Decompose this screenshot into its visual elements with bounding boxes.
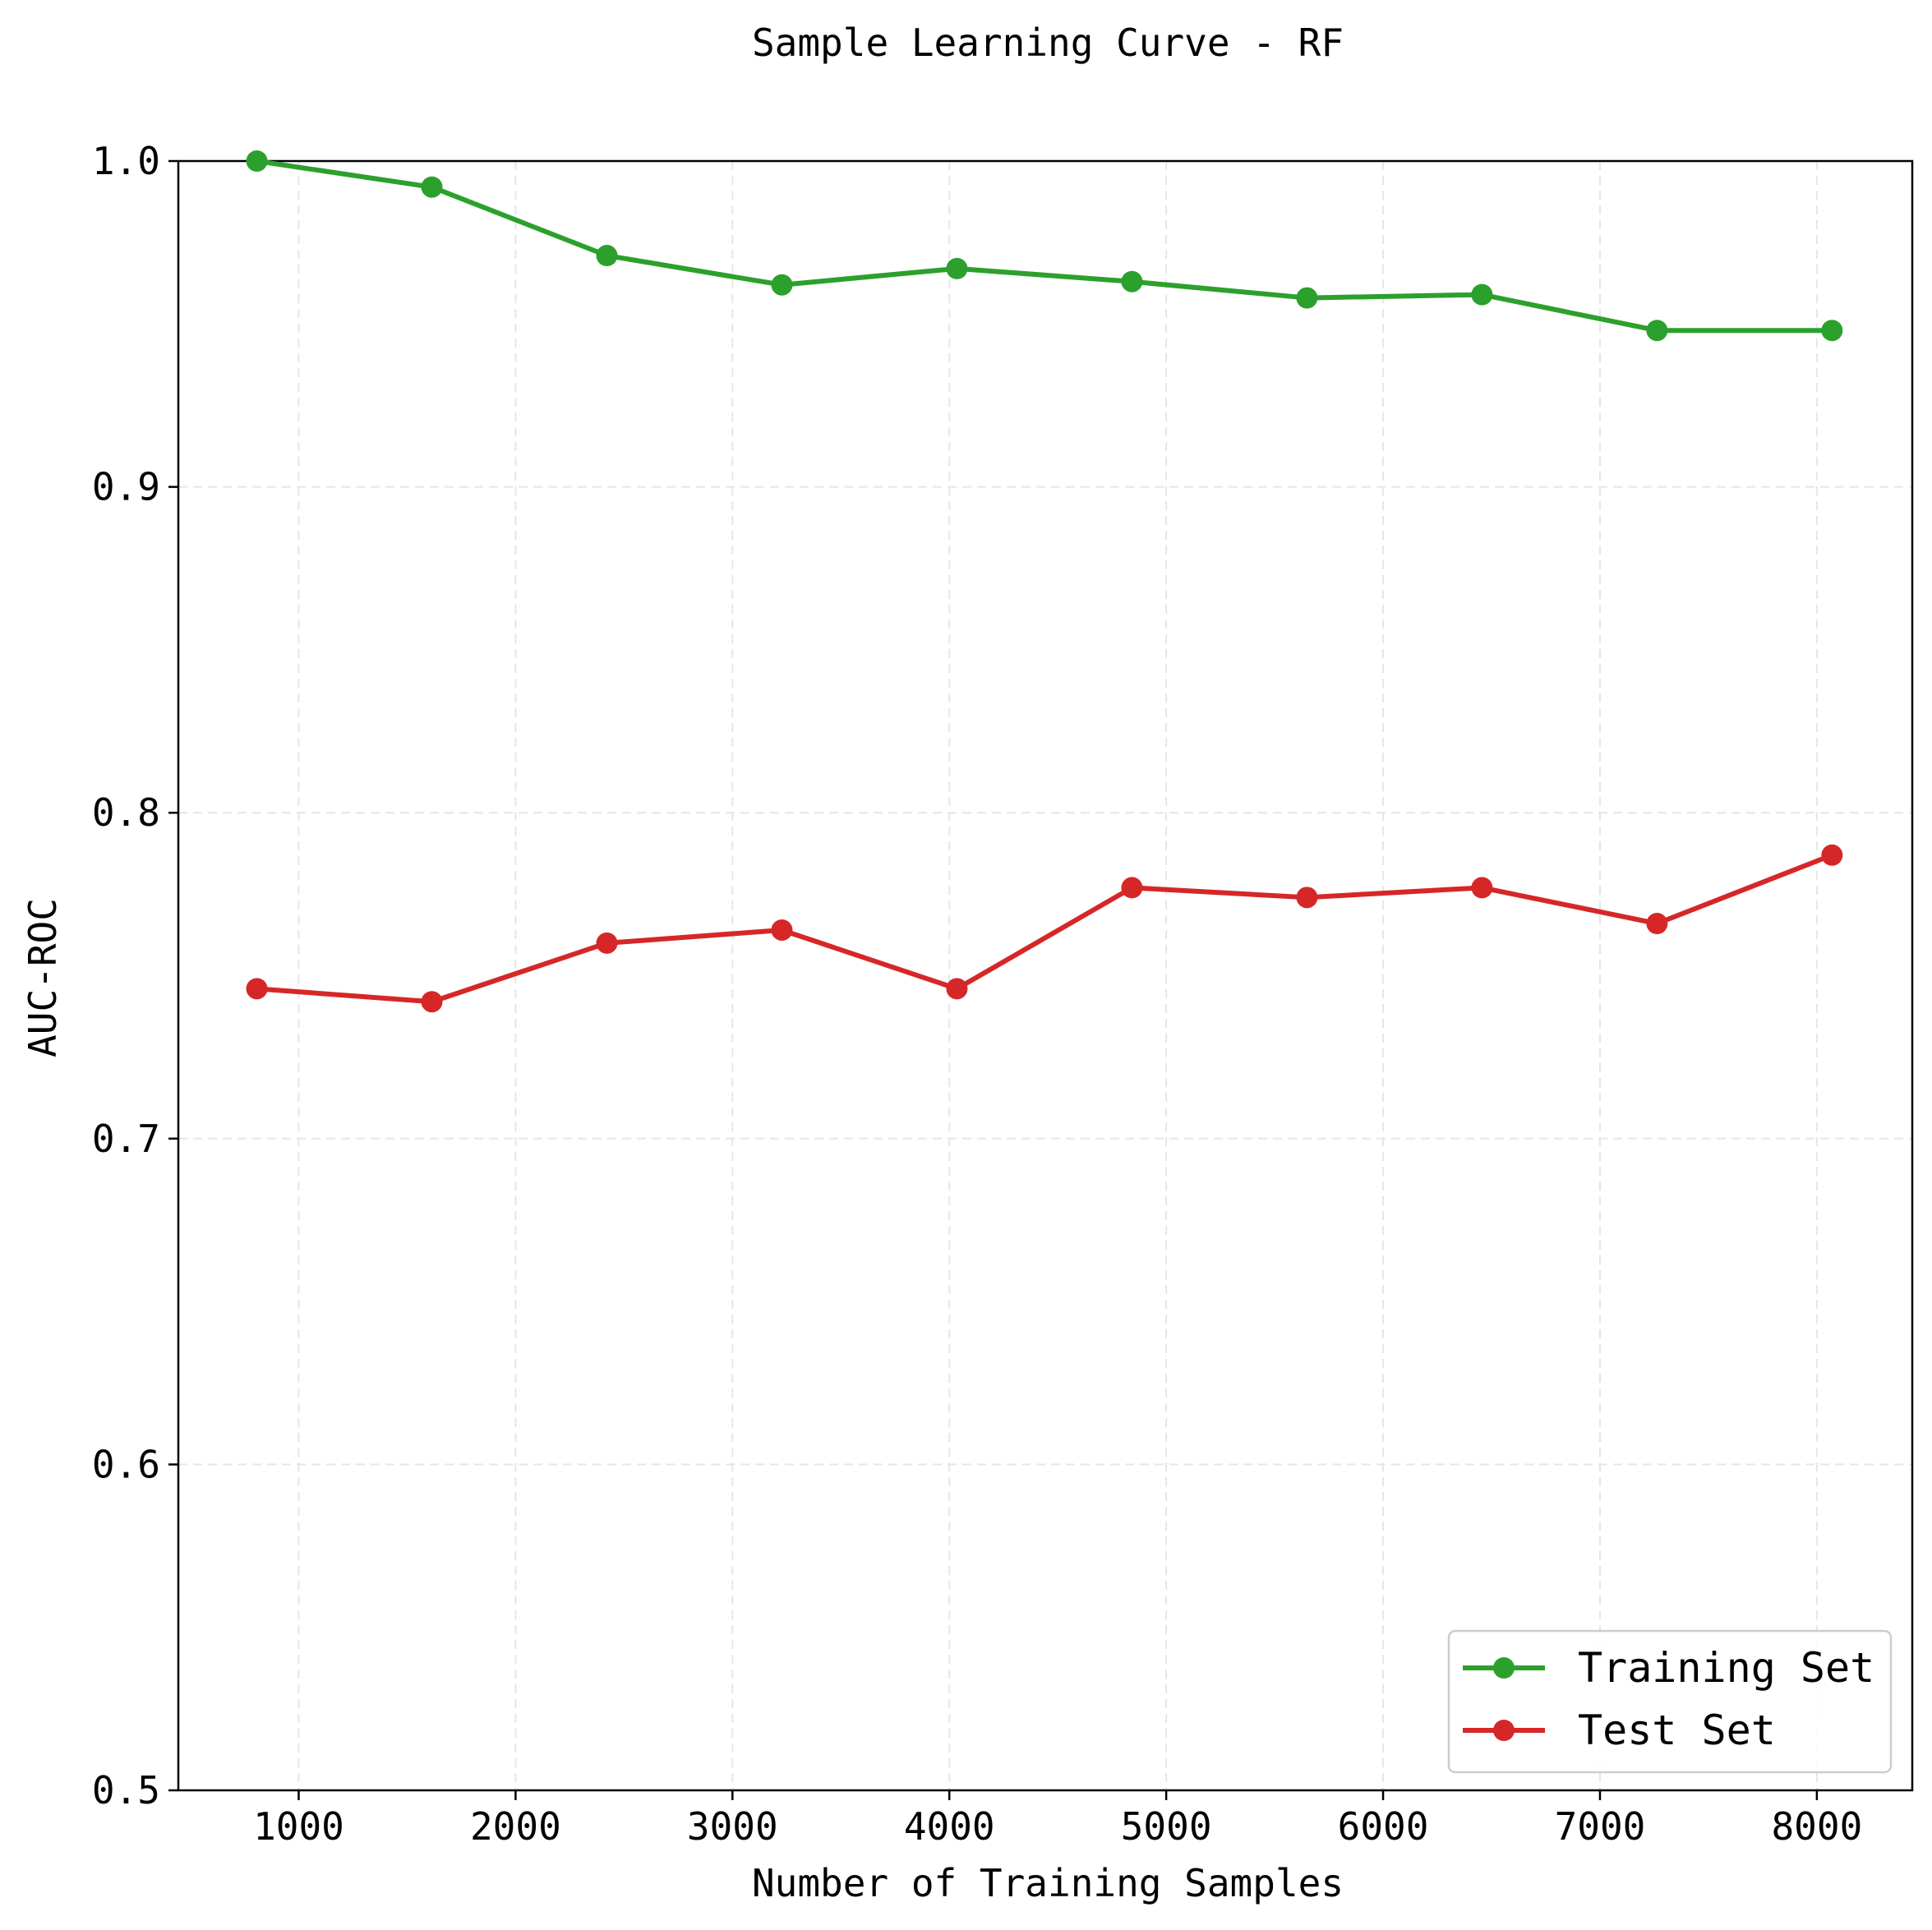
data-point	[1121, 270, 1143, 292]
data-point	[421, 176, 443, 198]
data-point	[1646, 320, 1668, 342]
x-tick-label: 4000	[904, 1804, 995, 1849]
data-point	[1821, 320, 1843, 342]
data-point	[596, 245, 618, 267]
legend-box	[1447, 1629, 1893, 1774]
legend-swatch-marker	[1493, 1657, 1515, 1679]
data-point	[1471, 283, 1493, 306]
y-tick-label: 0.9	[92, 465, 160, 509]
x-tick-label: 2000	[470, 1804, 561, 1849]
legend-entry: Test Set	[1463, 1707, 1776, 1754]
series-line	[256, 852, 1833, 1005]
data-point	[1296, 287, 1318, 309]
y-tick-label: 0.6	[92, 1442, 160, 1486]
data-point	[946, 257, 968, 279]
data-point	[246, 150, 268, 172]
x-tick-label: 7000	[1555, 1804, 1646, 1849]
grid-lines	[178, 161, 1912, 1790]
data-series	[246, 150, 1843, 1013]
plot-frame	[177, 159, 1914, 1792]
axes	[177, 159, 1914, 1792]
series-line	[256, 159, 1833, 334]
y-tick-label: 0.7	[92, 1117, 160, 1161]
x-axis-ticks: 1000 2000 3000 4000 5000 6000 7000 8000	[253, 1790, 1862, 1849]
y-axis-ticks: 0.5 0.6 0.7 0.8 0.9 1.0	[92, 139, 178, 1813]
legend-label: Test Set	[1578, 1707, 1776, 1754]
y-tick-label: 1.0	[92, 139, 160, 183]
legend: Training Set Test Set	[1447, 1629, 1893, 1774]
x-tick-label: 8000	[1771, 1804, 1862, 1849]
data-point	[946, 978, 968, 1000]
legend-swatch-marker	[1493, 1720, 1515, 1741]
data-point	[1471, 877, 1493, 899]
y-tick-label: 0.8	[92, 790, 160, 835]
legend-entry: Training Set	[1463, 1644, 1874, 1692]
chart-title: Sample Learning Curve - RF	[752, 21, 1344, 65]
data-point	[1121, 877, 1143, 899]
x-tick-label: 1000	[253, 1804, 344, 1849]
data-point	[1821, 844, 1843, 866]
data-point	[1646, 913, 1668, 935]
data-point	[421, 991, 443, 1013]
legend-entries: Training Set Test Set	[1463, 1644, 1874, 1754]
data-point	[596, 932, 618, 954]
x-tick-label: 6000	[1338, 1804, 1429, 1849]
y-tick-label: 0.5	[92, 1768, 160, 1813]
legend-label: Training Set	[1578, 1644, 1874, 1692]
data-point	[771, 274, 793, 296]
series-training-set	[246, 150, 1843, 342]
x-tick-label: 3000	[687, 1804, 778, 1849]
data-point	[246, 978, 268, 1000]
x-axis-label: Number of Training Samples	[752, 1861, 1344, 1905]
data-point	[771, 919, 793, 941]
x-tick-label: 5000	[1121, 1804, 1212, 1849]
data-point	[1296, 887, 1318, 909]
series-test-set	[246, 844, 1843, 1013]
y-axis-label: AUC-ROC	[21, 898, 65, 1057]
